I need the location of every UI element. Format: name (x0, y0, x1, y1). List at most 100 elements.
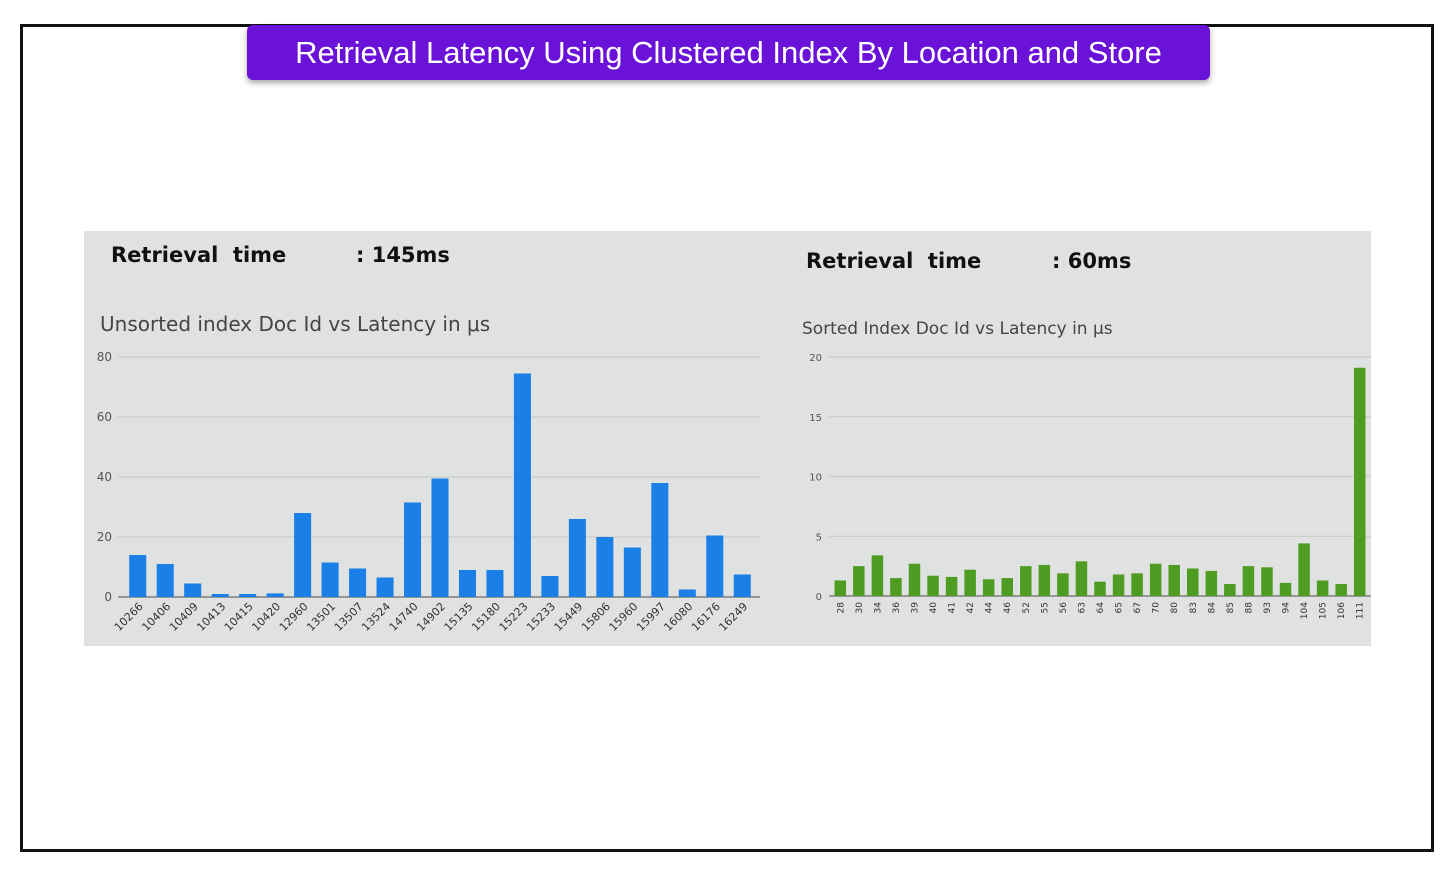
bar (733, 574, 751, 597)
x-tick-label: 88 (1244, 602, 1254, 614)
x-tick-label: 70 (1152, 602, 1162, 614)
y-tick-label: 60 (97, 410, 112, 424)
x-tick-label: 13507 (332, 600, 366, 634)
bar (184, 583, 202, 597)
slide-title: Retrieval Latency Using Clustered Index … (295, 35, 1162, 70)
x-tick-label: 15449 (552, 600, 586, 634)
x-tick-label: 10415 (222, 600, 256, 634)
y-tick-label: 15 (809, 413, 822, 424)
bar (706, 535, 724, 597)
x-tick-label: 55 (1040, 602, 1050, 613)
bar (596, 537, 614, 597)
x-tick-label: 16080 (661, 600, 695, 634)
x-tick-label: 65 (1115, 602, 1125, 613)
x-tick-label: 40 (929, 602, 939, 614)
y-tick-label: 5 (816, 532, 822, 543)
x-tick-label: 15223 (497, 600, 531, 634)
x-tick-label: 10409 (167, 600, 201, 634)
x-tick-label: 111 (1356, 602, 1366, 619)
unsorted-panel: Retrieval time : 145ms Unsorted index Do… (84, 231, 773, 646)
bar (651, 483, 669, 597)
bar (568, 519, 586, 597)
y-tick-label: 0 (104, 590, 112, 604)
x-tick-label: 39 (910, 602, 920, 614)
retrieval-time-label: Retrieval time (111, 243, 287, 267)
bar (623, 547, 641, 597)
unsorted-bar-chart: 0204060801026610406104091041310415104201… (97, 350, 760, 634)
bar (908, 563, 921, 596)
x-tick-label: 10406 (139, 600, 173, 634)
x-tick-label: 15180 (469, 600, 503, 634)
x-tick-label: 105 (1319, 602, 1329, 619)
y-tick-label: 20 (809, 353, 822, 364)
bar (1038, 564, 1051, 596)
bar (458, 570, 476, 597)
bar (834, 580, 847, 596)
bar (211, 594, 229, 597)
sorted-panel: Retrieval time : 60ms Sorted Index Doc I… (773, 231, 1371, 646)
x-tick-label: 63 (1077, 602, 1087, 613)
sorted-bar-chart: 0 5 10 15 20 28 30 34 36 39 40 41 42 44 46 52 55 56 63 64 65… (809, 353, 1371, 619)
x-tick-label: 16176 (689, 600, 723, 634)
bar (1242, 566, 1255, 596)
bar (1112, 574, 1125, 596)
bar (927, 575, 939, 596)
chart-title: Sorted Index Doc Id vs Latency in μs (802, 319, 1113, 339)
x-tick-label: 14902 (414, 600, 448, 634)
x-tick-label: 16249 (716, 600, 750, 634)
x-tick-label: 12960 (277, 600, 311, 634)
bar (1131, 573, 1143, 596)
bar (1168, 564, 1180, 596)
x-tick-label: 10413 (194, 600, 228, 634)
bar (1075, 561, 1088, 596)
x-tick-label: 46 (1003, 602, 1013, 614)
y-tick-label: 0 (816, 592, 822, 603)
x-tick-label: 36 (892, 602, 902, 614)
x-tick-label: 13501 (304, 600, 338, 634)
x-tick-label: 52 (1022, 602, 1032, 613)
x-tick-label: 15997 (634, 600, 668, 634)
bar (1224, 584, 1236, 596)
x-tick-label: 56 (1059, 602, 1069, 614)
bar (541, 576, 559, 597)
bar (129, 555, 147, 597)
bar (349, 568, 367, 597)
x-tick-label: 67 (1133, 602, 1143, 613)
x-tick-label: 93 (1263, 602, 1273, 613)
bar (1149, 563, 1162, 596)
slide-title-banner: Retrieval Latency Using Clustered Index … (247, 25, 1210, 80)
bar (678, 589, 696, 597)
bar (1353, 367, 1366, 596)
bar (1279, 582, 1292, 596)
bar (890, 578, 902, 596)
bar (1057, 573, 1069, 596)
y-tick-label: 80 (97, 350, 112, 364)
bar (1094, 581, 1106, 596)
bar (239, 594, 257, 597)
x-tick-label: 94 (1282, 602, 1292, 614)
x-tick-label: 15233 (524, 600, 558, 634)
x-tick-label: 44 (985, 602, 995, 614)
bar (1298, 543, 1310, 596)
bar (431, 478, 449, 597)
x-tick-label: 10266 (112, 600, 146, 634)
y-tick-label: 20 (97, 530, 112, 544)
bar (982, 579, 995, 596)
bar (871, 555, 884, 596)
bar (294, 513, 312, 597)
bar (964, 569, 976, 596)
x-tick-label: 34 (873, 602, 883, 614)
bar (404, 502, 422, 597)
x-tick-label: 30 (855, 602, 865, 614)
x-tick-label: 83 (1189, 602, 1199, 613)
x-tick-label: 104 (1300, 602, 1310, 619)
bar (513, 373, 531, 597)
bar (1316, 580, 1329, 596)
x-tick-label: 28 (836, 602, 846, 614)
x-tick-label: 15960 (607, 600, 641, 634)
x-tick-label: 41 (948, 602, 958, 613)
chart-title: Unsorted index Doc Id vs Latency in μs (100, 312, 491, 336)
bar (156, 564, 174, 597)
x-tick-label: 15806 (579, 600, 613, 634)
bar (1261, 567, 1273, 596)
